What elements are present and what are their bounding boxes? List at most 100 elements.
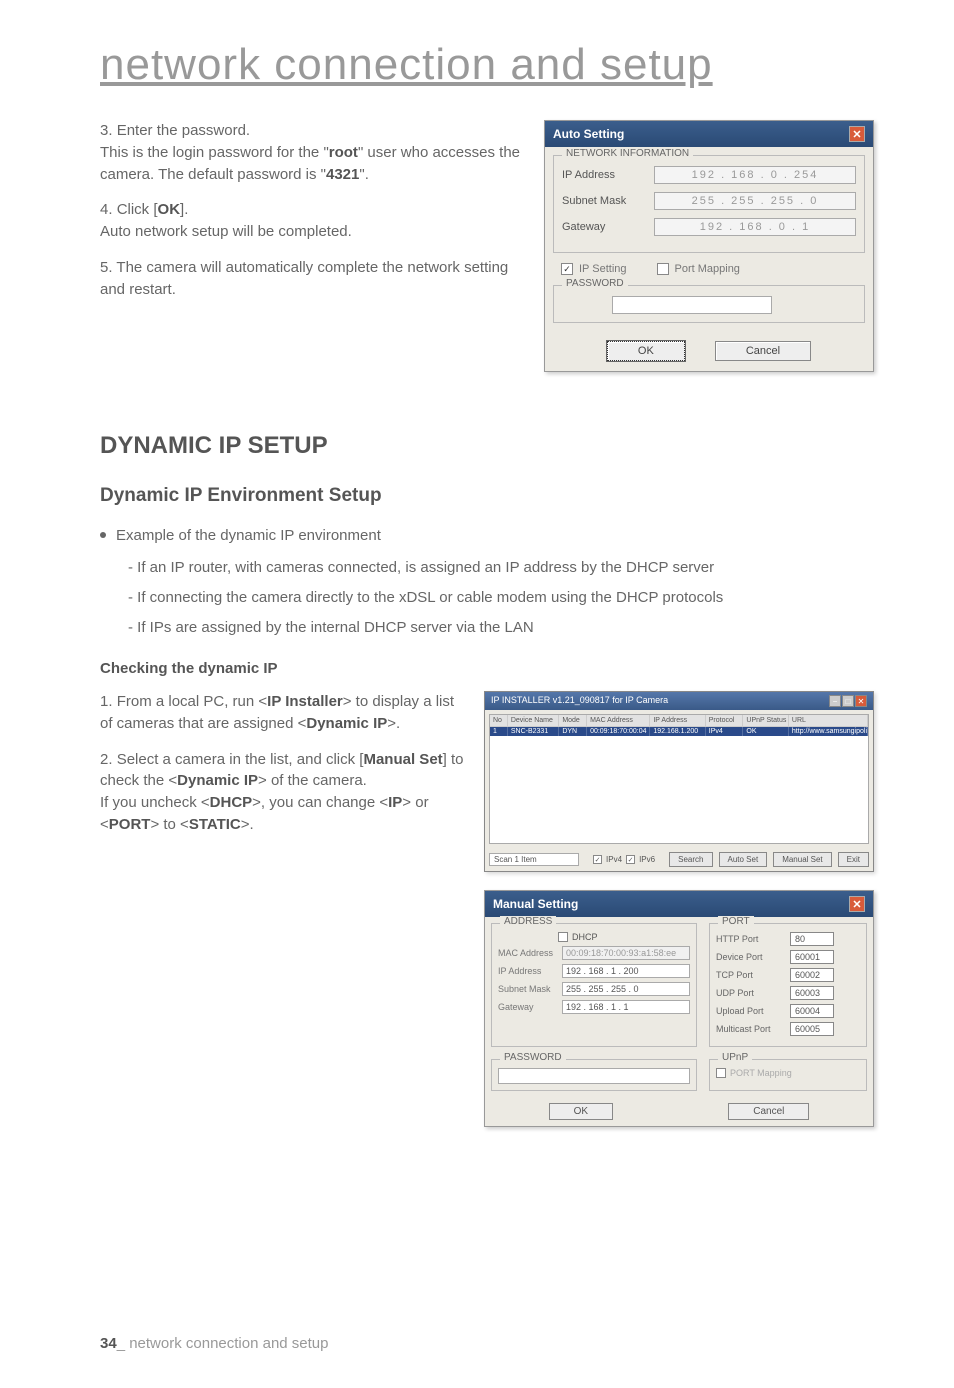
page-footer: 34_ network connection and setup [100, 1335, 329, 1352]
dash-item-1: - If an IP router, with cameras connecte… [100, 556, 874, 580]
m-ip-label: IP Address [498, 966, 558, 976]
manual-setting-dialog: Manual Setting ✕ ADDRESS DHCP MAC Addres… [484, 890, 874, 1127]
address-section-label: ADDRESS [500, 916, 556, 927]
scan-status: Scan 1 Item [489, 853, 579, 866]
steps-bottom: 1. From a local PC, run <IP Installer> t… [100, 691, 464, 1127]
port-label: TCP Port [716, 970, 784, 980]
port-input[interactable]: 60004 [790, 1004, 834, 1018]
port-input[interactable]: 60003 [790, 986, 834, 1000]
port-row: Multicast Port 60005 [716, 1022, 860, 1036]
upnp-label: UPnP [718, 1052, 752, 1063]
port-mapping-checkbox[interactable] [657, 263, 669, 275]
steps-top: 3. Enter the password. This is the login… [100, 120, 524, 372]
gateway-label: Gateway [562, 221, 642, 233]
subnet-value: 255 . 255 . 255 . 0 [654, 192, 856, 210]
port-input[interactable]: 60002 [790, 968, 834, 982]
port-section-label: PORT [718, 916, 754, 927]
maximize-icon[interactable]: □ [842, 695, 854, 707]
minimize-icon[interactable]: − [829, 695, 841, 707]
installer-titlebar: IP INSTALLER v1.21_090817 for IP Camera … [485, 692, 873, 710]
cancel-button[interactable]: Cancel [715, 341, 811, 361]
port-row: HTTP Port 80 [716, 932, 860, 946]
column-header: No [490, 715, 508, 726]
m-password-label: PASSWORD [500, 1052, 566, 1063]
m-ip-input[interactable]: 192 . 168 . 1 . 200 [562, 964, 690, 978]
auto-setting-dialog: Auto Setting ✕ NETWORK INFORMATION IP Ad… [544, 120, 874, 372]
m-cancel-button[interactable]: Cancel [728, 1103, 809, 1120]
cell: OK [743, 727, 789, 736]
ok-button[interactable]: OK [607, 341, 685, 361]
bullet-icon [100, 532, 106, 538]
password-label: PASSWORD [562, 278, 628, 289]
port-mapping-label: Port Mapping [675, 263, 740, 275]
ipv4-checkbox[interactable]: ✓ [593, 855, 602, 864]
m-subnet-label: Subnet Mask [498, 984, 558, 994]
port-input[interactable]: 60005 [790, 1022, 834, 1036]
m-password-input[interactable] [498, 1068, 690, 1084]
cell: 1 [490, 727, 508, 736]
camera-table[interactable]: NoDevice NameModeMAC AddressIP AddressPr… [489, 714, 869, 844]
dhcp-label: DHCP [572, 932, 598, 942]
port-row: UDP Port60003 [716, 986, 860, 1000]
port-row: Upload Port 60004 [716, 1004, 860, 1018]
column-header: URL [789, 715, 868, 726]
cell: SNC-B2331 [508, 727, 559, 736]
upnp-mapping-label: PORT Mapping [730, 1068, 792, 1078]
column-header: Device Name [508, 715, 559, 726]
column-header: Protocol [706, 715, 744, 726]
port-row: TCP Port 60002 [716, 968, 860, 982]
ipv6-checkbox[interactable]: ✓ [626, 855, 635, 864]
m-gateway-label: Gateway [498, 1002, 558, 1012]
upnp-checkbox[interactable] [716, 1068, 726, 1078]
dash-item-2: - If connecting the camera directly to t… [100, 586, 874, 610]
port-input[interactable]: 80 [790, 932, 834, 946]
exit-button[interactable]: Exit [838, 852, 869, 867]
step-3: 3. Enter the password. This is the login… [100, 120, 524, 185]
port-row: Device Port 60001 [716, 950, 860, 964]
cell: 00:09:18:70:00:04 [587, 727, 650, 736]
port-input[interactable]: 60001 [790, 950, 834, 964]
ip-setting-checkbox[interactable]: ✓ [561, 263, 573, 275]
ip-address-value: 192 . 168 . 0 . 254 [654, 166, 856, 184]
dynamic-ip-env-heading: Dynamic IP Environment Setup [100, 485, 874, 507]
table-header: NoDevice NameModeMAC AddressIP AddressPr… [490, 715, 868, 727]
cell: http://www.samsungipolis.com/7000... [789, 727, 868, 736]
ip-setting-label: IP Setting [579, 263, 627, 275]
bullet-example: Example of the dynamic IP environment [100, 525, 874, 546]
port-label: Upload Port [716, 1006, 784, 1016]
password-input[interactable] [612, 296, 772, 314]
manual-set-button[interactable]: Manual Set [773, 852, 831, 867]
ip-installer-window: IP INSTALLER v1.21_090817 for IP Camera … [484, 691, 874, 872]
dash-item-3: - If IPs are assigned by the internal DH… [100, 616, 874, 640]
column-header: UPnP Status [743, 715, 789, 726]
search-button[interactable]: Search [669, 852, 712, 867]
step-b1: 1. From a local PC, run <IP Installer> t… [100, 691, 464, 735]
m-gateway-input[interactable]: 192 . 168 . 1 . 1 [562, 1000, 690, 1014]
step-4: 4. Click [OK]. Auto network setup will b… [100, 199, 524, 243]
step-b2: 2. Select a camera in the list, and clic… [100, 749, 464, 836]
gateway-value: 192 . 168 . 0 . 1 [654, 218, 856, 236]
table-row[interactable]: 1SNC-B2331DYN00:09:18:70:00:04192.168.1.… [490, 727, 868, 736]
mac-label: MAC Address [498, 948, 558, 958]
ip-address-label: IP Address [562, 169, 642, 181]
dynamic-ip-setup-heading: DYNAMIC IP SETUP [100, 432, 874, 460]
close-icon[interactable]: ✕ [855, 695, 867, 707]
close-icon[interactable]: ✕ [849, 896, 865, 912]
mac-input: 00:09:18:70:00:93:a1:58:ee [562, 946, 690, 960]
cell: 192.168.1.200 [650, 727, 705, 736]
auto-set-button[interactable]: Auto Set [719, 852, 768, 867]
port-label: Multicast Port [716, 1024, 784, 1034]
port-label: Device Port [716, 952, 784, 962]
manual-titlebar: Manual Setting ✕ [485, 891, 873, 917]
m-subnet-input[interactable]: 255 . 255 . 255 . 0 [562, 982, 690, 996]
cell: DYN [559, 727, 587, 736]
m-ok-button[interactable]: OK [549, 1103, 613, 1120]
column-header: Mode [559, 715, 587, 726]
subnet-label: Subnet Mask [562, 195, 642, 207]
dhcp-checkbox[interactable] [558, 932, 568, 942]
close-icon[interactable]: ✕ [849, 126, 865, 142]
column-header: MAC Address [587, 715, 650, 726]
port-label: HTTP Port [716, 934, 784, 944]
dialog-titlebar: Auto Setting ✕ [545, 121, 873, 147]
step-5: 5. The camera will automatically complet… [100, 257, 524, 301]
